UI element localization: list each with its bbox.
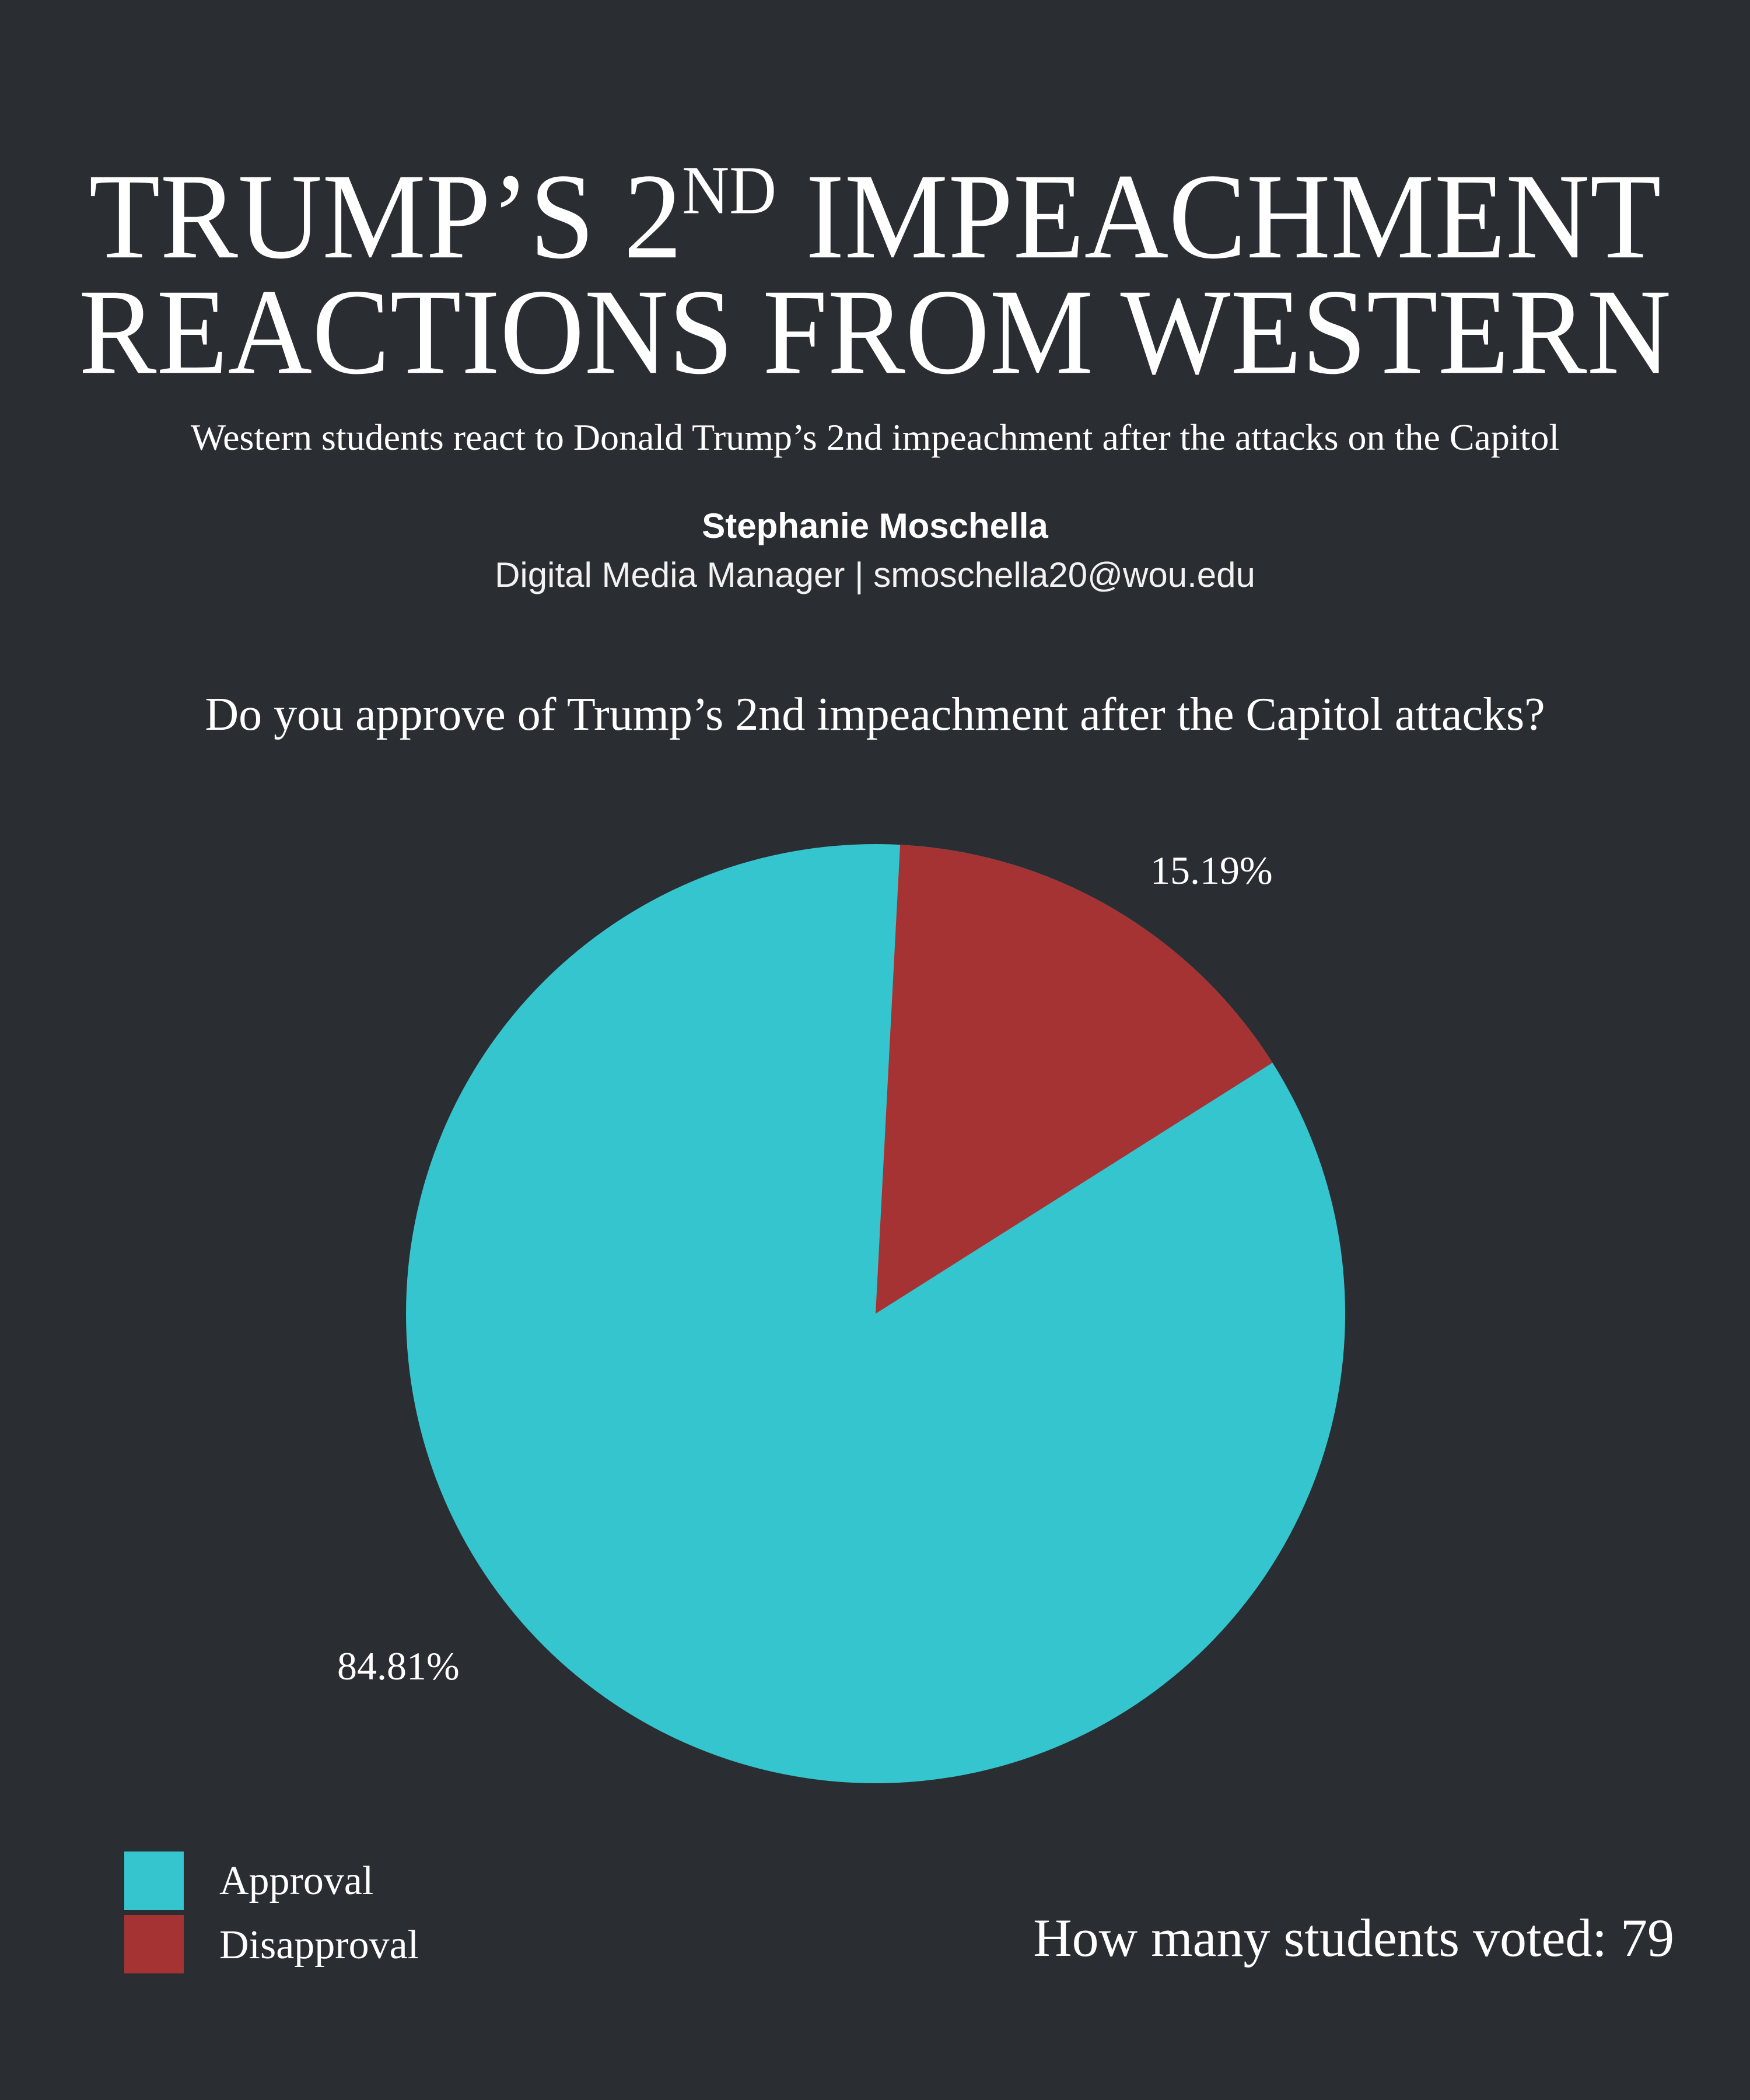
legend-label-approval: Approval [219,1859,374,1903]
survey-question: Do you approve of Trump’s 2nd impeachmen… [205,689,1545,740]
title-suffix: IMPEACHMENT [776,149,1661,285]
legend-swatch-approval [124,1852,184,1910]
approval-percent-label: 84.81% [337,1644,460,1688]
author-name: Stephanie Moschella [702,506,1048,545]
title-prefix: TRUMP’S 2 [89,149,682,285]
disapproval-percent-label: 15.19% [1150,848,1273,892]
subtitle: Western students react to Donald Trump’s… [190,416,1560,458]
legend-label-disapproval: Disapproval [219,1923,419,1968]
pie-slice-disapproval [876,845,1273,1314]
vote-count: How many students voted: 79 [1033,1908,1674,1968]
title-ordinal-superscript: ND [682,152,776,229]
page-title-line-2: REACTIONS FROM WESTERN [79,264,1671,400]
legend-swatch-disapproval [124,1915,184,1973]
page-title-line-1: TRUMP’S 2ND IMPEACHMENT [0,152,1750,278]
author-role-email: Digital Media Manager | smoschella20@wou… [495,555,1255,594]
